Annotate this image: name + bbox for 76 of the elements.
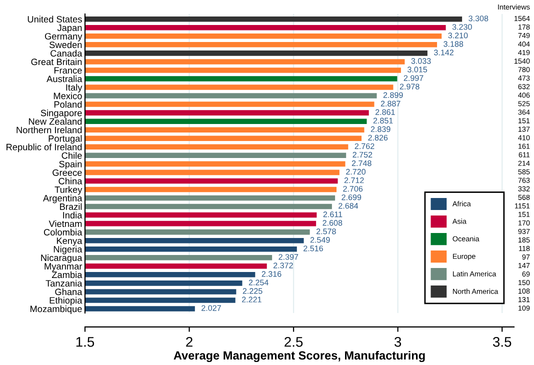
x-tick-label: 3.5 (492, 336, 512, 347)
text: 2.397 (278, 254, 298, 260)
y-tick-label: Mexico (54, 92, 82, 100)
text: 2.027 (202, 305, 221, 311)
y-tick-label: Nicaragua (41, 254, 82, 263)
y-tick-label: Singapore (40, 109, 82, 118)
y-tick-label: Turkey (54, 186, 82, 195)
y-tick-label: France (54, 67, 82, 74)
y-tick-label: Kenya (56, 238, 82, 246)
text: 2.851 (373, 118, 393, 124)
text: 2.826 (368, 134, 388, 141)
text: 2.699 (342, 194, 362, 200)
text: 3.188 (444, 41, 464, 47)
y-tick-label: Tanzania (46, 280, 82, 287)
y-tick-label: Vietnam (48, 220, 82, 227)
x-tick-label: 1.5 (76, 337, 94, 347)
y-tick-label: Nigeria (54, 246, 82, 254)
y-tick-label: Colombia (44, 228, 82, 236)
text: 2.225 (242, 288, 262, 294)
text: 3.308 (468, 16, 488, 22)
text: 3.230 (452, 24, 472, 30)
text: 2.316 (262, 271, 282, 277)
text: 2.611 (323, 211, 342, 218)
y-tick-label: Poland (54, 100, 82, 108)
text: 3.033 (411, 58, 431, 64)
y-tick-label: Japan (57, 24, 82, 33)
text: 2.762 (354, 143, 374, 150)
y-tick-label: Spain (59, 160, 82, 170)
text: 2.712 (344, 177, 364, 184)
y-tick-label: Mozambique (30, 305, 82, 314)
y-tick-label: Chile (62, 152, 82, 159)
text: 2.861 (376, 109, 395, 115)
x-tick-label: 2 (186, 336, 192, 347)
text: 2.549 (310, 237, 330, 243)
text: 2.706 (343, 186, 363, 192)
text: 2.978 (400, 84, 420, 90)
y-tick-label: Germany (44, 33, 82, 42)
y-tick-label: Republic of Ireland (6, 144, 82, 152)
x-axis-title: Average Management Scores, Manufacturing (174, 350, 425, 362)
y-tick-label: New Zealand (28, 118, 82, 125)
y-tick-label: Greece (52, 169, 82, 176)
y-tick-label: Portugal (48, 135, 82, 144)
y-tick-label: Argentina (43, 194, 82, 204)
text: 2.578 (316, 228, 336, 234)
y-tick-label: Northern Ireland (16, 126, 82, 134)
text: 3.210 (448, 32, 468, 38)
y-tick-label: China (58, 178, 82, 184)
text: 2.887 (380, 100, 400, 106)
text: 3.142 (434, 50, 454, 56)
y-tick-label: United States (28, 16, 82, 23)
text: 2.254 (248, 280, 268, 286)
text: 2.608 (322, 220, 342, 226)
y-tick-label: Great Britain (31, 58, 82, 66)
y-tick-label: Ethiopia (50, 296, 82, 306)
text: 2.899 (383, 92, 403, 98)
y-tick-label: Sweden (50, 41, 82, 48)
y-tick-label: Canada (50, 50, 82, 57)
text: 2.752 (352, 152, 372, 158)
y-tick-label: Myanmar (44, 263, 82, 272)
x-tick-label: 3 (394, 336, 402, 347)
text: 2.748 (352, 160, 372, 166)
text: 2.372 (274, 262, 293, 268)
text: 2.839 (370, 126, 390, 132)
y-tick-label: Italy (66, 84, 82, 92)
y-tick-label: Zambia (52, 271, 82, 278)
text: 2.720 (346, 168, 366, 175)
x-tick-label: 2.5 (284, 336, 303, 347)
y-tick-label: India (63, 212, 82, 218)
text: 2.997 (404, 75, 424, 81)
y-tick-label: Ghana (55, 288, 82, 296)
text: 2.516 (304, 246, 323, 252)
text: 2.221 (242, 296, 262, 302)
y-tick-label: Brazil (60, 203, 82, 210)
text: 3.015 (408, 66, 428, 72)
y-tick-label: Australia (46, 75, 82, 82)
text: 2.684 (338, 202, 358, 209)
